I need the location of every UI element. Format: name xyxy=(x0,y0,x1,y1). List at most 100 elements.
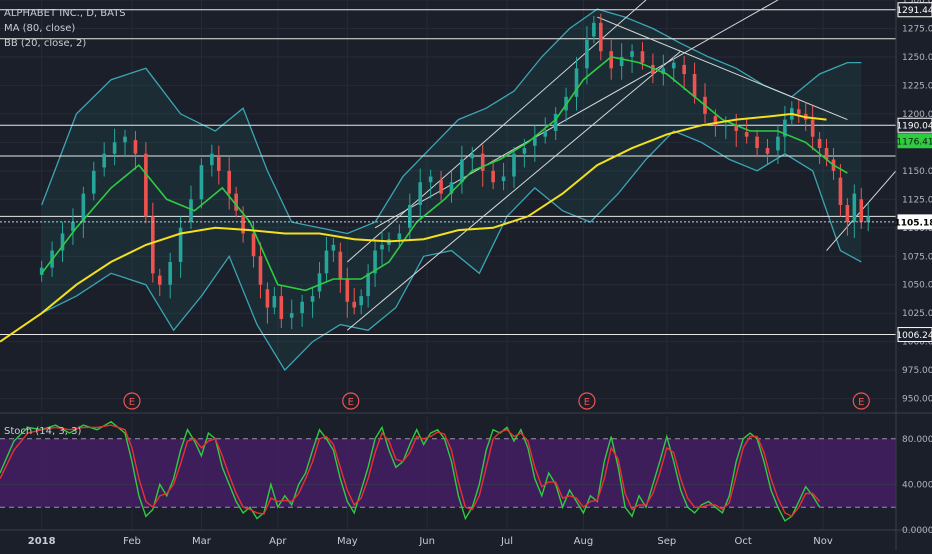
candle-body xyxy=(273,296,277,307)
candle-body xyxy=(241,215,245,233)
candle-body xyxy=(380,245,384,250)
candle-body xyxy=(359,296,363,305)
candle-body xyxy=(672,63,676,69)
stoch-tick-label: 80.0000 xyxy=(902,435,932,445)
ma-legend-label[interactable]: MA (80, close) xyxy=(4,21,126,36)
candle-body xyxy=(439,180,443,194)
candle-body xyxy=(134,140,138,154)
candle-body xyxy=(471,154,475,159)
price-tag: 1006.24 xyxy=(896,328,932,342)
candle-body xyxy=(151,216,155,273)
earnings-marker[interactable]: E xyxy=(124,393,140,409)
earnings-label: E xyxy=(348,397,354,408)
candle-body xyxy=(300,302,304,313)
earnings-label: E xyxy=(858,397,864,408)
price-tag-label: 1190.04 xyxy=(896,122,932,132)
candle-body xyxy=(776,137,780,151)
time-axis-label: Sep xyxy=(657,536,676,547)
earnings-label: E xyxy=(129,397,135,408)
symbol-label[interactable]: ALPHABET INC., D, BATS xyxy=(4,6,126,21)
candle-body xyxy=(866,216,870,222)
candle-body xyxy=(339,252,343,279)
candle-body xyxy=(92,171,96,194)
price-tag-label: 1006.24 xyxy=(896,331,932,341)
price-tick-label: 1075.00 xyxy=(902,252,932,262)
price-tick-label: 1250.00 xyxy=(902,53,932,63)
candle-body xyxy=(481,154,485,171)
candle-body xyxy=(227,171,231,194)
price-tick-label: 1275.00 xyxy=(902,24,932,34)
candle-body xyxy=(846,205,850,222)
price-tick-label: 1025.00 xyxy=(902,309,932,319)
candle-body xyxy=(144,154,148,217)
candle-body xyxy=(189,199,193,222)
price-tick-label: 1150.00 xyxy=(902,167,932,177)
stoch-legend-label[interactable]: Stoch (14, 3, 3) xyxy=(4,424,81,439)
candle-body xyxy=(266,289,270,307)
candle-body xyxy=(592,23,596,37)
time-axis-label: May xyxy=(337,536,358,547)
bb-legend-label[interactable]: BB (20, close, 2) xyxy=(4,36,126,51)
stoch-tick-label: 40.0000 xyxy=(902,480,932,490)
candle-body xyxy=(585,40,589,68)
time-axis-label: Apr xyxy=(269,536,287,547)
candle-body xyxy=(609,51,613,68)
earnings-label: E xyxy=(584,397,590,408)
candle-body xyxy=(460,159,464,182)
price-tick-label: 1125.00 xyxy=(902,195,932,205)
candle-body xyxy=(512,154,516,177)
candle-body xyxy=(290,313,294,318)
candle-body xyxy=(755,137,759,148)
price-tag-label: 1291.44 xyxy=(896,6,932,16)
candle-body xyxy=(630,51,634,57)
candle-body xyxy=(352,302,356,308)
candle-body xyxy=(543,131,547,137)
candle-body xyxy=(599,23,603,51)
candle-body xyxy=(745,132,749,137)
candle-body xyxy=(325,251,329,274)
candle-body xyxy=(811,120,815,137)
candle-body xyxy=(429,177,433,183)
candle-body xyxy=(280,296,284,319)
candle-body xyxy=(418,182,422,205)
time-axis-label: 2018 xyxy=(28,536,56,547)
price-tag-label: 1176.41 xyxy=(896,137,932,147)
candle-body xyxy=(200,165,204,199)
candle-body xyxy=(366,273,370,296)
earnings-marker[interactable]: E xyxy=(343,393,359,409)
time-axis-label: Aug xyxy=(574,536,594,547)
candle-body xyxy=(766,148,770,154)
candle-body xyxy=(859,199,863,222)
candle-body xyxy=(210,154,214,165)
candle-body xyxy=(839,178,843,205)
price-tick-label: 975.00 xyxy=(902,366,932,376)
candle-body xyxy=(102,154,106,168)
candle-body xyxy=(113,142,117,153)
price-tick-label: 950.00 xyxy=(902,395,932,405)
earnings-marker[interactable]: E xyxy=(579,393,595,409)
candle-body xyxy=(332,245,336,251)
candle-body xyxy=(345,279,349,302)
candle-body xyxy=(259,256,263,284)
candle-body xyxy=(234,194,238,211)
candle-body xyxy=(252,233,256,256)
candle-body xyxy=(318,273,322,291)
candle-body xyxy=(724,125,728,126)
candle-body xyxy=(682,65,686,74)
candle-body xyxy=(491,171,495,182)
candle-body xyxy=(502,177,506,182)
candle-body xyxy=(853,194,857,222)
time-axis-label: Oct xyxy=(735,536,752,547)
candle-body xyxy=(123,137,127,143)
earnings-marker[interactable]: E xyxy=(853,393,869,409)
candle-body xyxy=(818,139,822,148)
time-axis-label: Nov xyxy=(813,536,833,547)
candle-body xyxy=(217,157,221,171)
candle-body xyxy=(311,296,315,302)
stoch-tick-label: 0.0000 xyxy=(902,526,932,536)
time-axis-label: Jul xyxy=(500,536,513,547)
stoch-legend: Stoch (14, 3, 3) xyxy=(4,424,81,439)
price-tag: 1176.41 xyxy=(896,134,932,148)
